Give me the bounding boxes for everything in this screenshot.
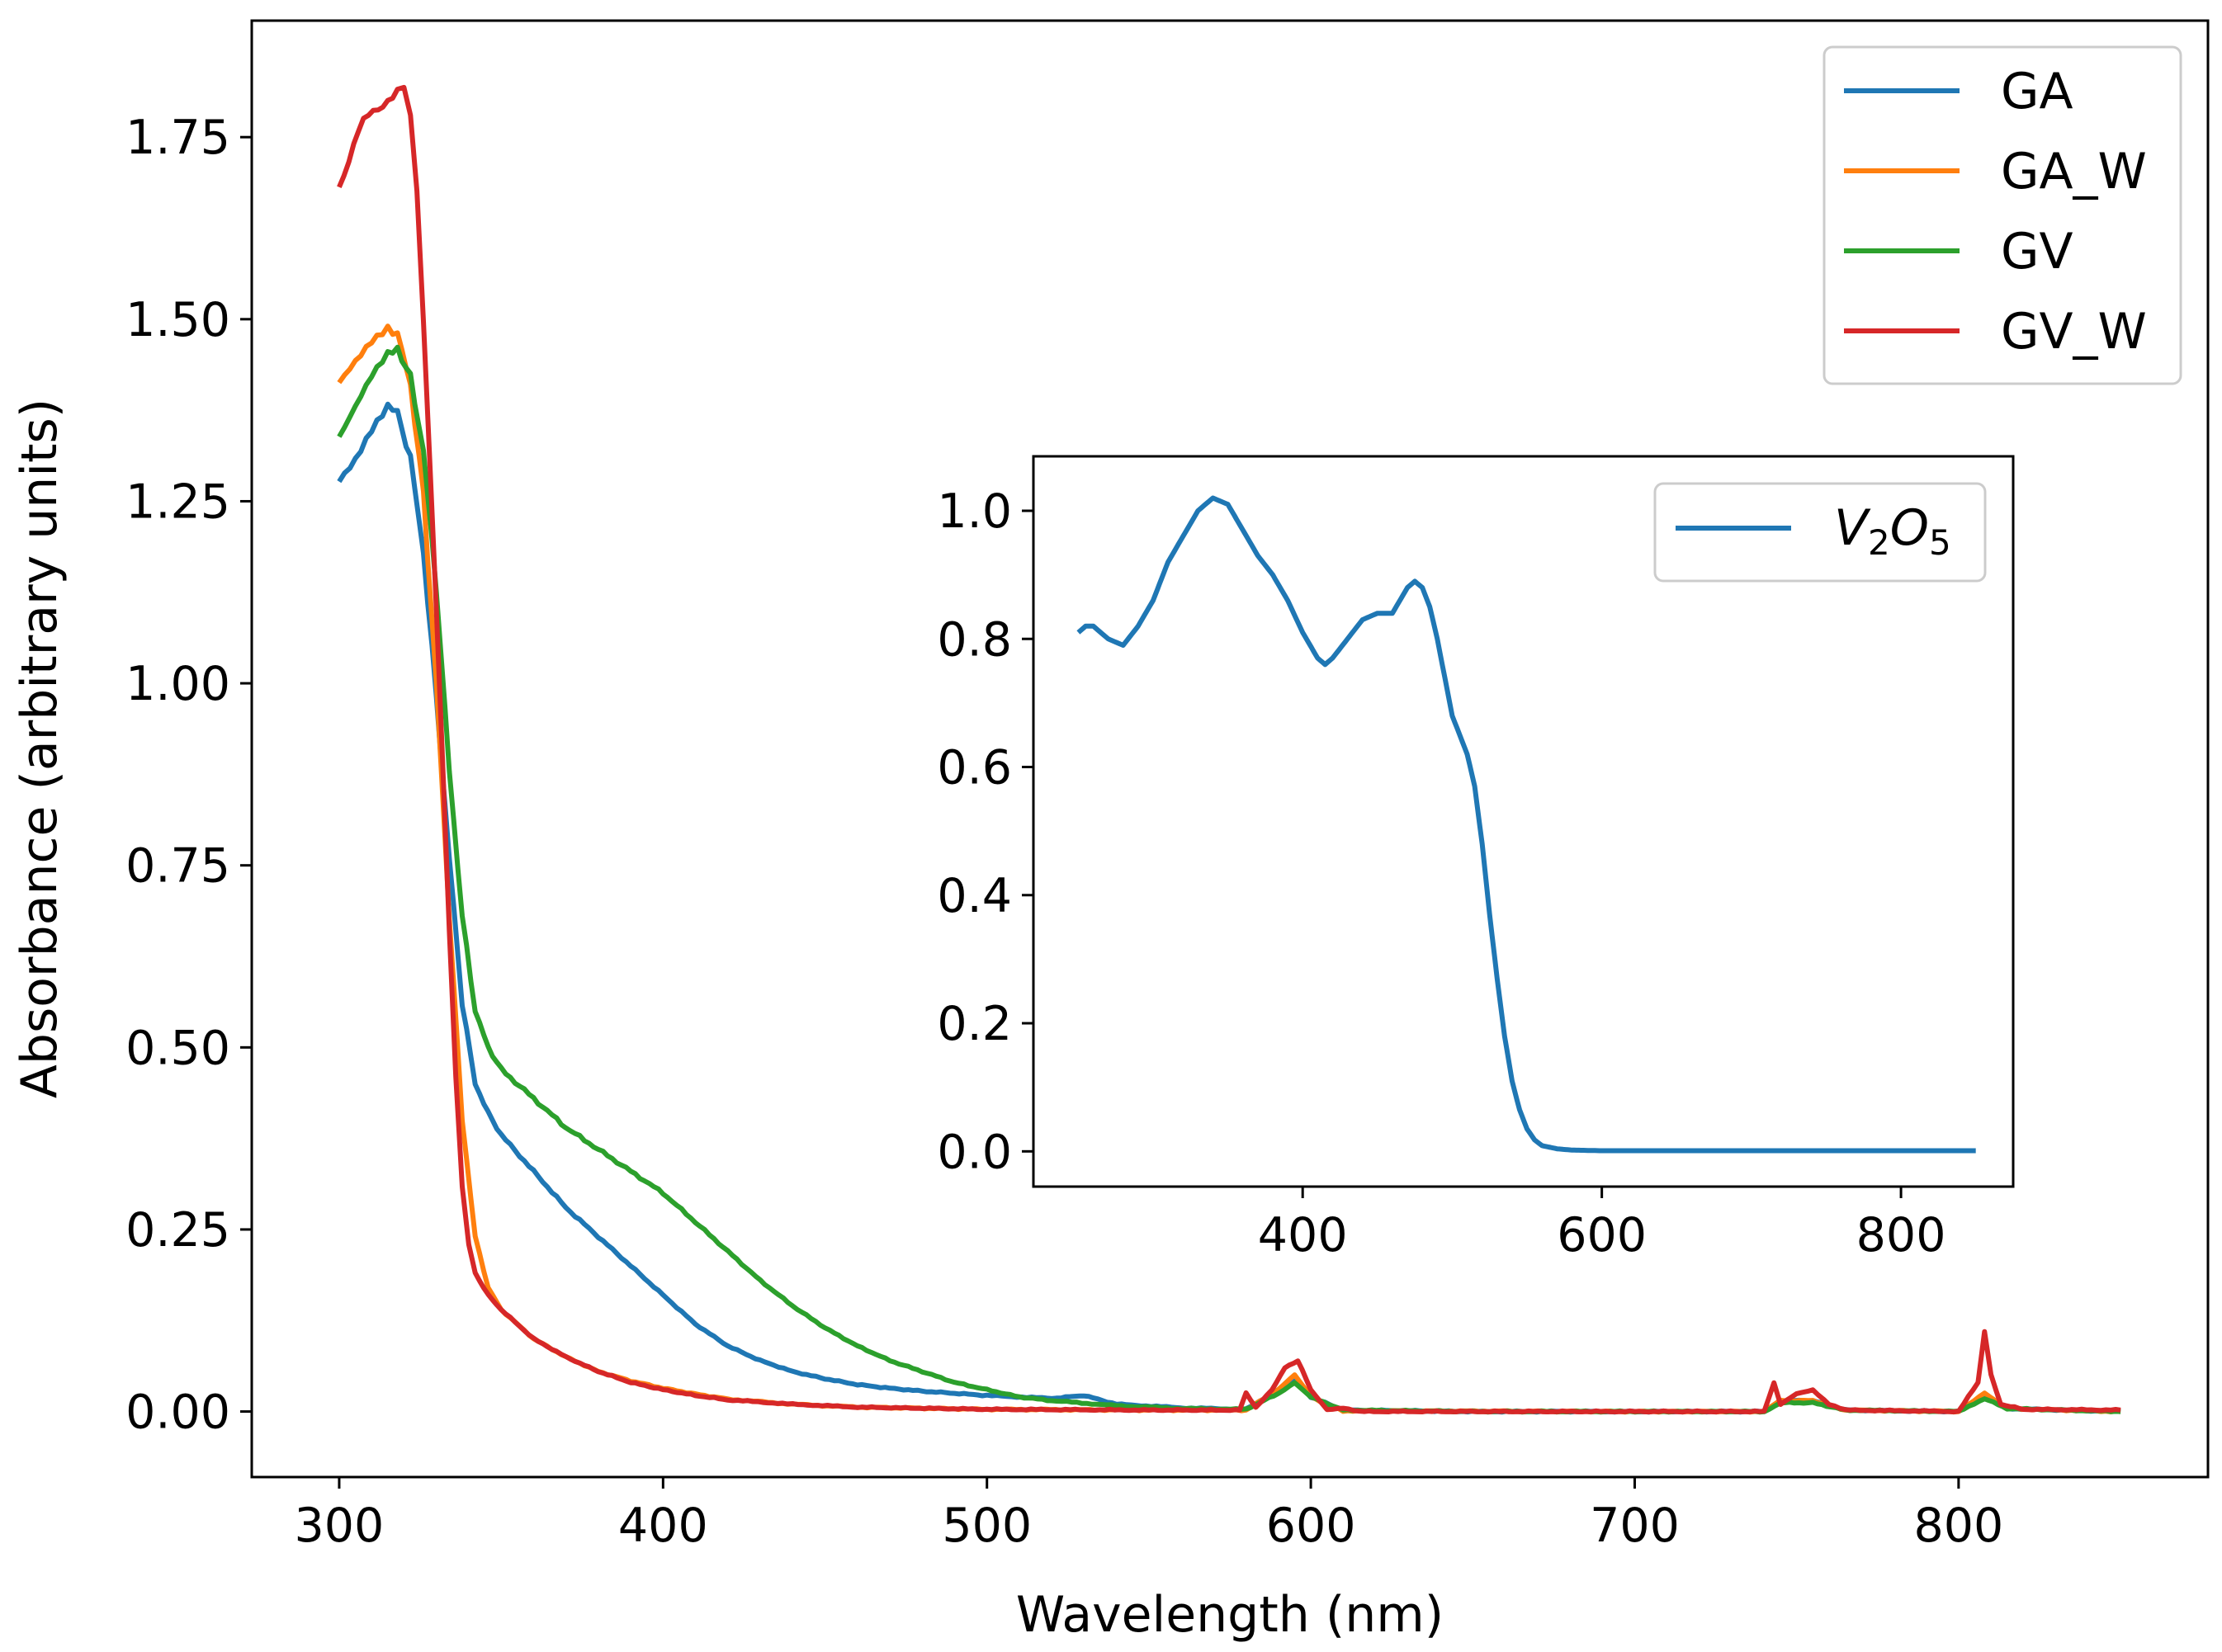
legend-label-v2o5-mid: O [1890,499,1929,557]
inset-legend-frame [1653,482,1987,583]
inset-y-tick-label: 0.2 [937,997,1012,1051]
inset-y-tick-label: 0.8 [937,612,1012,667]
legend-label-v2o5-base: V [1834,499,1871,557]
main-legend: GA GA_W GV GV_W [1823,45,2182,385]
inset-y-tick-label: 0.6 [937,741,1012,795]
legend-entry-ga-w: GA_W [1844,143,2147,201]
inset-legend: V2O5 [1653,482,1987,583]
main-y-tick-label: 0.50 [125,1021,230,1075]
inset-chart: 400 600 800 0.0 0.2 0.4 0.6 0.8 1.0 V2O5 [937,455,2015,1263]
legend-label-gv: GV [2001,223,2073,281]
main-y-tick-label: 1.00 [125,657,230,711]
main-axes-frame [250,19,2210,1479]
legend-label-v2o5: V2O5 [1834,499,1951,563]
main-x-tick-label: 500 [942,1499,1032,1553]
legend-label-ga-w: GA_W [2001,143,2147,201]
inset-axes-frame [1032,455,2015,1188]
legend-label-v2o5-sub1: 2 [1868,522,1890,563]
inset-x-tick-label: 800 [1856,1208,1946,1263]
inset-y-tick-label: 0.4 [937,869,1012,923]
main-x-tick-label: 800 [1913,1499,2003,1553]
main-x-tick-label: 700 [1590,1499,1680,1553]
main-y-tick-label: 1.75 [125,111,230,165]
main-x-tick-label: 300 [295,1499,385,1553]
inset-x-tick-label: 600 [1557,1208,1647,1263]
main-series-lines [337,84,2121,1415]
main-y-tick-label: 0.75 [125,839,230,894]
inset-y-tick-label: 0.0 [937,1125,1012,1179]
main-y-tick-label: 0.00 [125,1385,230,1440]
inset-y-axis: 0.0 0.2 0.4 0.6 0.8 1.0 [937,484,1033,1179]
inset-x-axis: 400 600 800 [1258,1187,1946,1263]
legend-entry-gv: GV [1844,223,2073,281]
legend-entry-gv-w: GV_W [1844,303,2147,361]
main-y-tick-label: 1.50 [125,293,230,347]
main-y-tick-label: 1.25 [125,474,230,529]
main-series-line-gv-w [337,84,2121,1415]
inset-series-line-v2o5 [1076,495,1976,1154]
inset-y-tick-label: 1.0 [937,484,1012,539]
main-x-tick-label: 400 [618,1499,708,1553]
main-x-axis: 300 400 500 600 700 800 [295,1477,2003,1553]
main-x-tick-label: 600 [1266,1499,1356,1553]
main-legend-frame [1823,45,2182,385]
main-chart: 300 400 500 600 700 800 0.000.250.500.751.001… [11,19,2210,1644]
legend-entry-ga: GA [1844,63,2073,120]
legend-label-v2o5-sub2: 5 [1929,522,1951,563]
legend-label-gv-w: GV_W [2001,303,2147,361]
inset-series-lines [1076,495,1976,1154]
inset-x-tick-label: 400 [1258,1208,1348,1263]
main-y-axis-label: Absorbance (arbitrary units) [11,399,69,1098]
legend-label-ga: GA [2001,63,2073,120]
main-y-axis: 0.00 0.25 0.50 0.75 1.00 1.25 1.50 1.75 [125,111,252,1440]
main-x-axis-label: Wavelength (nm) [1016,1586,1444,1644]
main-y-tick-label: 0.25 [125,1203,230,1258]
